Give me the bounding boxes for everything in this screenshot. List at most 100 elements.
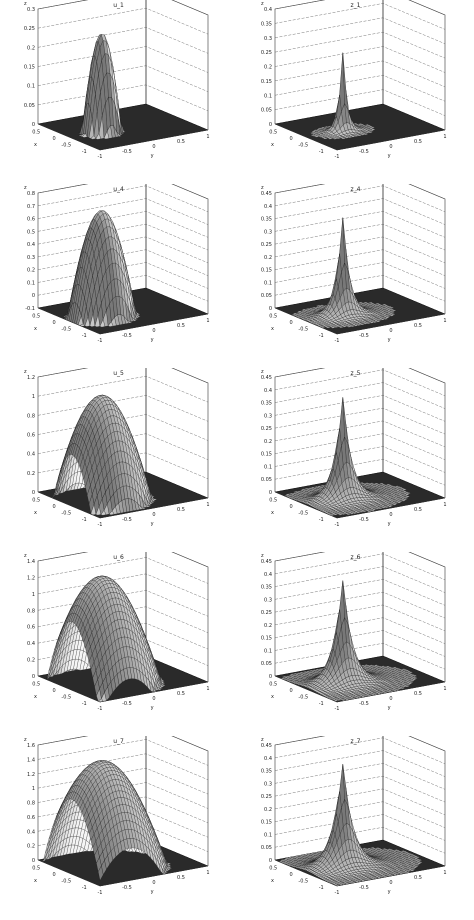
surface-plot: 1.61.41.210.80.60.40.20z0.50-0.5-1x-1-0.… — [24, 736, 210, 896]
x-axis-label: x — [271, 142, 274, 148]
z-axis-label: z — [261, 1, 264, 7]
z-axis-label: z — [261, 369, 264, 375]
x-tick-label: -0.5 — [298, 511, 308, 517]
z-tick-label: 0.45 — [261, 191, 272, 197]
y-tick-label: 0 — [152, 512, 155, 518]
z-tick-label: 0.8 — [27, 413, 35, 419]
y-tick-label: -1 — [98, 338, 103, 344]
right-wall-frame — [382, 368, 446, 498]
surface-mesh — [37, 575, 209, 703]
z-gridline — [274, 552, 446, 568]
surface-plot: 0.450.40.350.30.250.20.150.10.050z0.50-0… — [261, 184, 447, 344]
surface-mesh — [274, 580, 446, 703]
z-gridline — [274, 382, 446, 409]
y-tick-label: 0.5 — [177, 691, 185, 697]
z-gridline — [274, 579, 446, 606]
z-gridline — [274, 617, 446, 644]
x-axis-line — [37, 307, 101, 335]
z-gridline — [37, 375, 209, 403]
x-axis-label: x — [34, 510, 37, 516]
y-tick-label: 0.5 — [177, 323, 185, 329]
y-tick-label: 0 — [152, 144, 155, 150]
z-tick-label: 0.1 — [264, 648, 272, 654]
panel-title: u_1 — [113, 2, 124, 9]
y-axis-label: y — [151, 521, 154, 527]
z-tick-label: 0.25 — [261, 426, 272, 432]
right-wall-frame — [145, 184, 209, 314]
front-axes: 0.50-0.5-1x-1-0.500.51y — [32, 123, 210, 160]
z-tick-label: 1.2 — [27, 772, 35, 778]
x-tick-label: 0.5 — [32, 130, 40, 136]
front-axes: 0.50-0.5-1x-1-0.500.51y — [269, 123, 447, 160]
mesh-cell — [95, 505, 102, 516]
y-axis-label: y — [388, 705, 391, 711]
x-tick-label: 0 — [53, 688, 56, 694]
y-tick-label: -1 — [98, 522, 103, 528]
surface-plot: 0.40.350.30.250.20.150.10.050z0.50-0.5-1… — [261, 0, 447, 160]
z-tick-label: 0.15 — [24, 65, 35, 71]
panel-title: z_6 — [350, 554, 361, 561]
z-tick-label: 0.15 — [261, 268, 272, 274]
x-tick-label: 0.5 — [269, 314, 277, 320]
y-tick-label: 0.5 — [177, 507, 185, 513]
x-tick-label: 0 — [290, 136, 293, 142]
z-gridline — [274, 566, 446, 593]
mesh-cell — [95, 133, 101, 140]
y-tick-label: 0.5 — [414, 139, 422, 145]
surface-plot: 0.30.250.20.150.10.050z0.50-0.5-1x-1-0.5… — [24, 0, 210, 160]
x-axis-label: x — [34, 694, 37, 700]
mesh-cell — [81, 133, 88, 138]
x-axis-line — [274, 491, 338, 519]
z-tick-label: 1.2 — [27, 575, 35, 581]
right-wall-frame — [145, 552, 209, 682]
y-axis-label: y — [388, 153, 391, 159]
z-tick-label: 0.2 — [264, 65, 272, 71]
x-tick-label: 0 — [290, 320, 293, 326]
y-tick-label: -1 — [335, 154, 340, 160]
y-tick-label: 1 — [206, 318, 209, 324]
surface-mesh — [37, 34, 209, 151]
z-gridline — [274, 630, 446, 657]
z-tick-label: 0.1 — [264, 464, 272, 470]
panel-title: u_6 — [113, 554, 124, 561]
left-wall-frame — [274, 368, 384, 492]
mesh-cell — [99, 319, 106, 328]
x-tick-label: -0.5 — [61, 511, 71, 517]
surface-panel-u_6: u_6 1.4 1.2 1 0.8 0.6 0.4 0.2 0 z 0.5 0 -0.5 -1 x -1 -0.… — [0, 552, 237, 736]
mesh-cell — [338, 326, 345, 328]
y-axis-line — [336, 497, 446, 519]
y-tick-label: 1 — [206, 502, 209, 508]
z-tick-label: 0.2 — [27, 471, 35, 477]
surface-panel-u_5: u_5 1.2 1 0.8 0.6 0.4 0.2 0 z 0.5 0 -0.5 -1 x -1 -0.5 0 0… — [0, 368, 237, 552]
y-tick-label: -1 — [335, 522, 340, 528]
surface-plot: 0.450.40.350.30.250.20.150.10.050z0.50-0… — [261, 368, 447, 528]
y-tick-label: -1 — [335, 338, 340, 344]
z-gridline — [37, 27, 209, 54]
z-gridline — [274, 420, 446, 448]
y-tick-label: 0 — [389, 144, 392, 150]
x-tick-label: -1 — [319, 701, 324, 707]
z-tick-label: 0.3 — [264, 229, 272, 235]
z-tick-label: 0.45 — [261, 375, 272, 381]
surface-mesh — [274, 397, 446, 519]
z-gridline — [37, 739, 209, 766]
mesh-cell — [89, 313, 96, 327]
z-tick-label: 0.8 — [27, 191, 35, 197]
z-tick-label: 0.4 — [264, 388, 272, 394]
z-tick-label: 0.6 — [27, 815, 35, 821]
z-gridline — [37, 46, 209, 73]
y-axis-label: y — [388, 337, 391, 343]
z-gridline — [274, 223, 446, 251]
z-tick-label: 0.4 — [27, 242, 35, 248]
y-tick-label: -0.5 — [359, 149, 369, 155]
z-axis-label: z — [261, 553, 264, 559]
z-tick-label: 0.1 — [27, 280, 35, 286]
z-tick-label: 1.6 — [27, 743, 35, 749]
z-tick-label: 0.2 — [27, 658, 35, 664]
z-tick-label: 0.1 — [264, 280, 272, 286]
x-tick-label: -0.5 — [298, 695, 308, 701]
z-gridline — [37, 211, 209, 238]
x-tick-label: -0.5 — [298, 327, 308, 333]
z-tick-label: 0.6 — [27, 217, 35, 223]
